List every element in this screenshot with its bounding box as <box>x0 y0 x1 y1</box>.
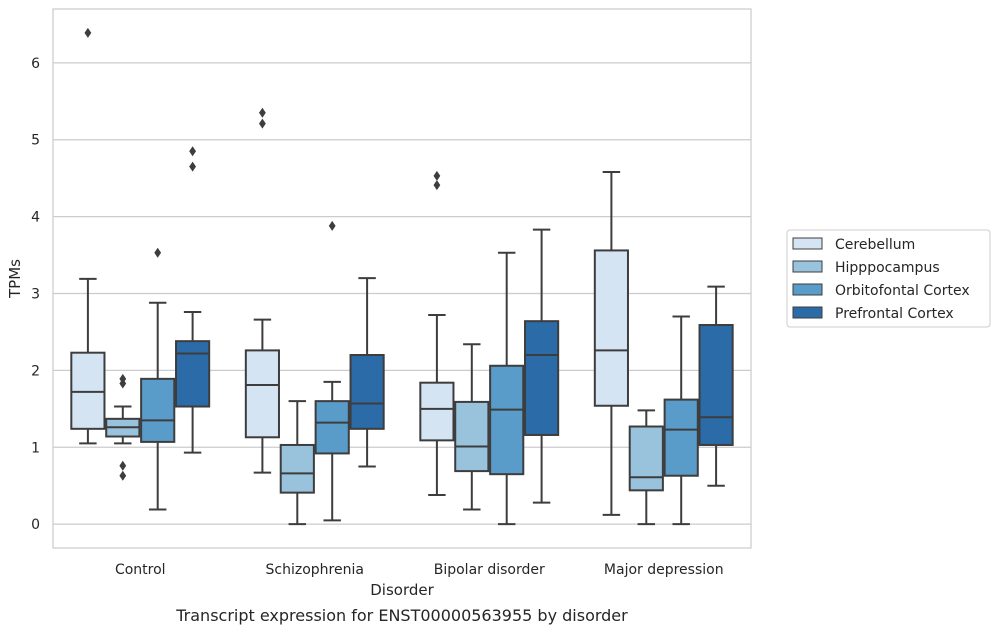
y-tick-label: 2 <box>31 363 40 379</box>
iqr-box <box>524 320 560 436</box>
box-cerebellum <box>244 107 280 474</box>
legend-entry-label: Orbitofontal Cortex <box>835 283 970 299</box>
outlier-point <box>259 107 266 118</box>
chart-caption: Transcript expression for ENST0000056395… <box>175 606 628 625</box>
box-prefrontal-cortex <box>349 277 385 468</box>
iqr-box <box>70 351 106 430</box>
iqr-box <box>349 354 385 430</box>
legend-entry-label: Prefrontal Cortex <box>835 306 954 322</box>
legend-entry-label: Hipppocampus <box>835 260 940 276</box>
box-orbitofontal-cortex <box>489 251 525 526</box>
legend-swatch <box>792 306 823 319</box>
legend-swatch <box>792 237 823 250</box>
box-plots <box>70 27 734 526</box>
iqr-box <box>244 349 280 439</box>
iqr-box <box>489 364 525 476</box>
iqr-box <box>454 400 490 473</box>
y-tick-label: 3 <box>31 286 40 302</box>
y-tick-label: 6 <box>31 56 40 72</box>
y-tick-label: 5 <box>31 133 40 149</box>
x-tick-label: Bipolar disorder <box>434 562 545 578</box>
iqr-box <box>419 381 455 442</box>
box-orbitofontal-cortex <box>140 247 176 511</box>
box-orbitofontal-cortex <box>663 315 699 526</box>
outlier-point <box>119 460 127 471</box>
iqr-box <box>663 398 699 477</box>
x-tick-label: Schizophrenia <box>266 562 364 578</box>
outlier-point <box>433 180 441 191</box>
box-prefrontal-cortex <box>175 146 211 454</box>
iqr-box <box>628 425 664 492</box>
iqr-box <box>279 443 315 494</box>
x-tick-label: Major depression <box>604 562 724 578</box>
outlier-point <box>189 161 196 172</box>
legend-swatch <box>792 283 823 296</box>
outlier-point <box>154 247 162 258</box>
box-cerebellum <box>593 171 629 516</box>
box-cerebellum <box>419 170 455 496</box>
box-hipppocampus <box>105 373 141 481</box>
legend-swatch <box>792 260 823 273</box>
gridlines <box>53 62 751 525</box>
box-hipppocampus <box>454 343 490 511</box>
outlier-point <box>84 27 92 38</box>
outlier-point <box>328 220 336 231</box>
y-tick-label: 0 <box>31 517 40 533</box>
outlier-point <box>259 118 266 129</box>
y-tick-label: 4 <box>31 210 40 226</box>
x-axis-ticks: Control Schizophrenia Bipolar disorder Majo… <box>115 562 724 578</box>
outlier-point <box>433 170 441 181</box>
y-tick-label: 1 <box>31 440 40 456</box>
outlier-point <box>119 373 127 384</box>
iqr-box <box>593 249 629 407</box>
box-hipppocampus <box>279 400 315 526</box>
x-axis-label: Disorder <box>370 581 434 599</box>
iqr-box <box>698 324 734 446</box>
box-cerebellum <box>70 27 106 445</box>
legend: Cerebellum Hipppocampus Orbitofontal Corte… <box>786 229 991 328</box>
y-axis-ticks: 0 1 2 3 4 5 6 <box>31 56 40 533</box>
box-prefrontal-cortex <box>698 285 734 487</box>
iqr-box <box>175 340 211 408</box>
legend-entry-label: Cerebellum <box>835 237 915 253</box>
box-orbitofontal-cortex <box>314 220 350 522</box>
box-prefrontal-cortex <box>524 228 560 504</box>
iqr-box <box>140 377 176 443</box>
y-axis-label: TPMs <box>6 259 24 299</box>
legend-frame <box>786 229 991 328</box>
box-hipppocampus <box>628 409 664 526</box>
plot-frame <box>52 8 752 549</box>
outlier-point <box>189 146 196 157</box>
iqr-box <box>314 400 350 455</box>
outlier-point <box>119 470 127 481</box>
x-tick-label: Control <box>115 562 166 578</box>
